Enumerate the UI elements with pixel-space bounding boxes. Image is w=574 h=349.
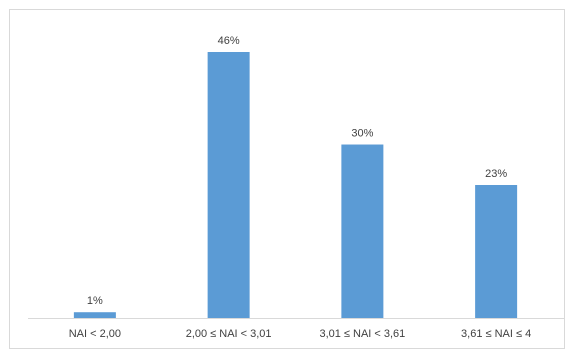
x-tick-label-3: 3,01 ≤ NAI < 3,61 xyxy=(319,328,405,340)
x-tick-label-4: 3,61 ≤ NAI ≤ 4 xyxy=(461,328,531,340)
chart-frame xyxy=(9,9,565,349)
bar-2 xyxy=(207,52,250,318)
bar-4 xyxy=(475,185,518,318)
bar-3 xyxy=(341,144,384,318)
data-label-3: 30% xyxy=(351,128,373,140)
x-tick-labels-group: NAI < 2,00 2,00 ≤ NAI < 3,01 3,01 ≤ NAI < … xyxy=(69,328,531,340)
bars-group xyxy=(73,52,518,318)
data-label-4: 23% xyxy=(485,168,507,180)
x-tick-label-1: NAI < 2,00 xyxy=(69,328,121,340)
data-labels-group: 1% 46% 30% 23% xyxy=(87,35,507,307)
data-label-1: 1% xyxy=(87,295,103,307)
x-tick-label-2: 2,00 ≤ NAI < 3,01 xyxy=(186,328,272,340)
data-label-2: 46% xyxy=(218,35,240,47)
bar-1 xyxy=(73,312,116,318)
